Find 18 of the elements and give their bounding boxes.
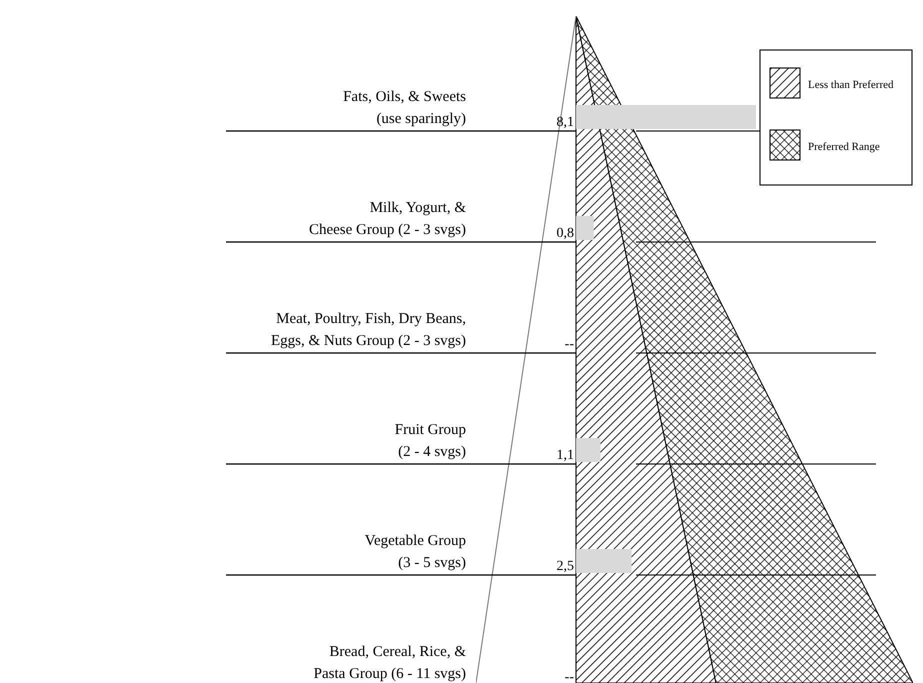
- y-tick-label: Fats, Oils, & Sweets (use sparingly): [343, 89, 466, 127]
- y-tick-label: Meat, Poultry, Fish, Dry Beans, Eggs, & Nuts Group (2 - 3 svgs): [271, 311, 466, 349]
- text: Less than Preferred: [808, 79, 894, 91]
- data-label: 0,8: [556, 226, 574, 241]
- y-tick-label: Fruit Group (2 - 4 svgs): [394, 422, 466, 460]
- data-label: 2,5: [556, 559, 574, 574]
- data-label: 8,1: [556, 115, 574, 130]
- bar: [576, 105, 756, 129]
- text: --: [564, 670, 574, 683]
- y-tick-label: Bread, Cereal, Rice, & Pasta Group (6 - 11 svgs): [314, 644, 466, 682]
- text: Preferred Range: [808, 141, 880, 153]
- bar: [576, 216, 594, 240]
- y-tick-label: Vegetable Group (3 - 5 svgs): [364, 533, 466, 571]
- y-tick-label: Milk, Yogurt, & Cheese Group (2 - 3 svgs): [308, 200, 466, 238]
- bar: [576, 438, 600, 462]
- bar: [576, 549, 632, 573]
- data-label: 1,1: [556, 448, 574, 463]
- text: --: [564, 337, 574, 352]
